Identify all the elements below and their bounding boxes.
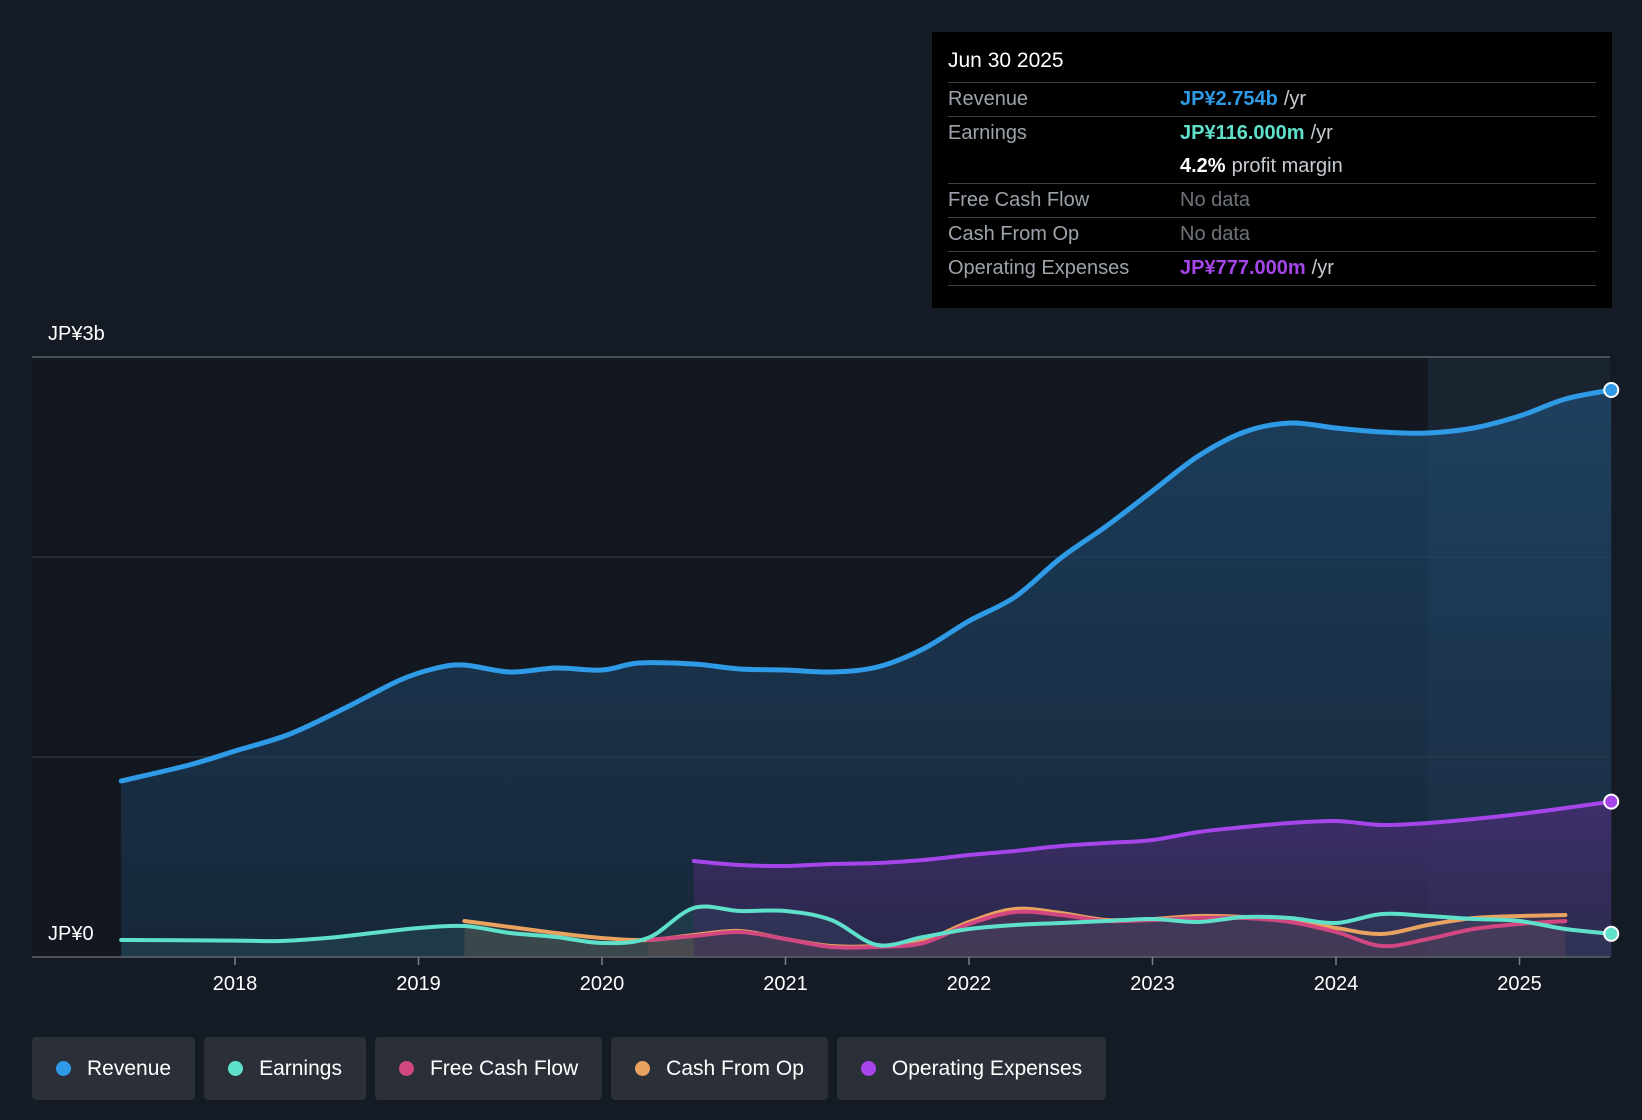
tooltip-row: Cash From Op No data	[948, 218, 1596, 252]
tooltip-row-label: Operating Expenses	[948, 257, 1130, 279]
x-tick-label: 2020	[580, 973, 625, 995]
x-tick-label: 2025	[1497, 973, 1542, 995]
legend-dot-icon	[398, 1061, 414, 1076]
legend-label: Operating Expenses	[891, 1056, 1083, 1080]
legend-item-operating-expenses[interactable]: Operating Expenses	[836, 1037, 1107, 1100]
tooltip-row: Free Cash Flow No data	[948, 184, 1596, 218]
legend-dot-icon	[860, 1061, 876, 1076]
x-tick-label: 2018	[213, 973, 258, 995]
legend-label: Earnings	[259, 1056, 342, 1080]
tooltip-date: Jun 30 2025	[948, 46, 1596, 83]
tooltip-row-label: Earnings	[948, 122, 1027, 144]
tooltip-row: Earnings JP¥116.000m/yr	[948, 117, 1596, 150]
tooltip-row-unit: /yr	[1283, 88, 1307, 110]
series-endpoints	[1603, 382, 1620, 942]
tooltip-row-unit: /yr	[1310, 122, 1333, 144]
tooltip-row-label: Free Cash Flow	[948, 189, 1090, 211]
tooltip-row-label: Cash From Op	[948, 223, 1080, 245]
tooltip-row: Operating Expenses JP¥777.000m/yr	[948, 252, 1596, 286]
x-tick-label: 2019	[396, 973, 441, 995]
revenue-endpoint	[1603, 382, 1620, 398]
tooltip-row-value: JP¥116.000m	[1180, 122, 1305, 144]
x-tick-label: 2022	[947, 973, 992, 995]
legend-dot-icon	[228, 1061, 244, 1076]
legend-dot-icon	[56, 1061, 71, 1076]
operating-expenses-area	[693, 801, 1612, 957]
x-tick-label: 2021	[763, 973, 808, 995]
legend-item-cash-from-op[interactable]: Cash From Op	[611, 1037, 828, 1100]
series-lines	[118, 387, 1614, 950]
operating-expenses-line	[691, 799, 1614, 869]
tooltip-row-unit: /yr	[1311, 257, 1334, 279]
y-axis-top-label: JP¥3b	[48, 323, 105, 345]
tooltip-row-label	[948, 150, 1180, 183]
x-axis: 2018 2019 2020 2021 2022 2023 2024 2025	[32, 956, 1610, 995]
legend: Revenue Earnings Free Cash Flow Cash From O…	[32, 1037, 1107, 1100]
legend-item-earnings[interactable]: Earnings	[204, 1037, 366, 1100]
legend-dot-icon	[635, 1061, 651, 1076]
tooltip-row-value: JP¥777.000m	[1180, 257, 1306, 279]
tooltip-row-unit: profit margin	[1231, 155, 1343, 177]
revenue-area	[121, 390, 1612, 957]
legend-label: Revenue	[87, 1056, 172, 1080]
earnings-endpoint	[1603, 925, 1620, 942]
tooltip-row-value: No data	[1180, 189, 1251, 211]
tooltip-rows: Revenue JP¥2.754b/yr Earnings JP¥116.000m/y…	[948, 83, 1596, 286]
y-axis-bottom-label: JP¥0	[48, 923, 94, 945]
operating-expenses-endpoint	[1603, 793, 1620, 810]
tooltip-row-value: No data	[1180, 223, 1251, 245]
legend-item-revenue[interactable]: Revenue	[32, 1037, 196, 1100]
tooltip-row-label: Revenue	[948, 88, 1029, 110]
legend-label: Free Cash Flow	[429, 1056, 579, 1080]
tooltip-panel: Jun 30 2025 Revenue JP¥2.754b/yr Earnings J…	[932, 32, 1612, 308]
revenue-line	[118, 387, 1614, 784]
legend-label: Cash From Op	[666, 1056, 804, 1080]
x-tick-label: 2024	[1314, 973, 1359, 995]
x-tick-label: 2023	[1130, 973, 1175, 995]
tooltip-row-value: JP¥2.754b	[1180, 88, 1278, 110]
earnings-line	[119, 904, 1614, 948]
tooltip-row-value: 4.2%	[1180, 155, 1226, 177]
tooltip-row: 4.2% profit margin	[948, 150, 1596, 184]
tooltip-row: Revenue JP¥2.754b/yr	[948, 83, 1596, 117]
legend-item-free-cash-flow[interactable]: Free Cash Flow	[374, 1037, 603, 1100]
